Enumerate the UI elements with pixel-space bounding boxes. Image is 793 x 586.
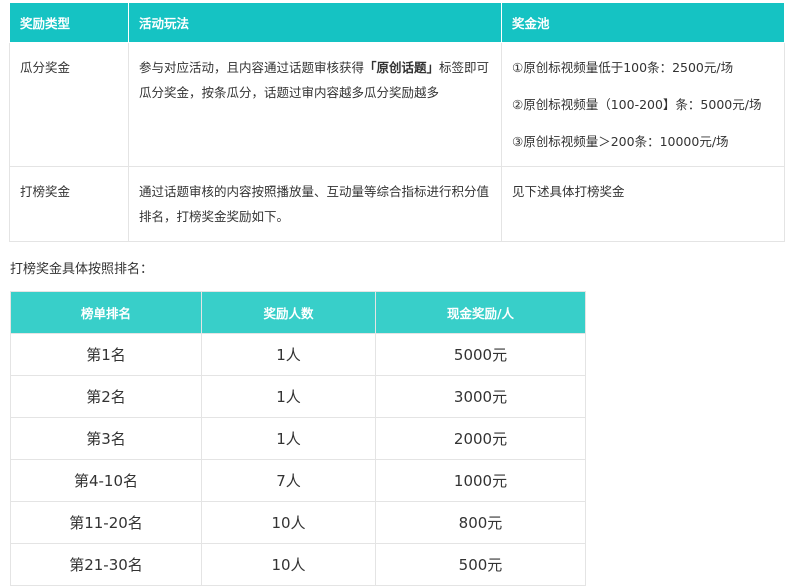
cash-reward: 5000元 <box>375 333 586 376</box>
table-header-row: 榜单排名 奖励人数 现金奖励/人 <box>10 291 586 334</box>
reward-type-table: 奖励类型 活动玩法 奖金池 瓜分奖金 参与对应活动，且内容通过话题审核获得「原创… <box>9 2 785 242</box>
winners: 1人 <box>201 417 376 460</box>
table-row: 第3名 1人 2000元 <box>10 417 586 460</box>
reward-rule: 通过话题审核的内容按照播放量、互动量等综合指标进行积分值排名，打榜奖金奖励如下。 <box>128 166 502 242</box>
ranking-table: 榜单排名 奖励人数 现金奖励/人 第1名 1人 5000元 第2名 1人 3000元 第3名… <box>10 291 586 586</box>
rank: 第11-20名 <box>10 501 202 544</box>
table-row: 打榜奖金 通过话题审核的内容按照播放量、互动量等综合指标进行积分值排名，打榜奖金… <box>9 166 785 242</box>
reward-pool: ①原创标视频量低于100条：2500元/场 ②原创标视频量（100-200】条：… <box>501 42 785 167</box>
ranking-label: 打榜奖金具体按照排名： <box>10 262 154 277</box>
rank: 第4-10名 <box>10 459 202 502</box>
pool-tier: ②原创标视频量（100-200】条：5000元/场 <box>512 97 762 112</box>
header-cell: 榜单排名 <box>10 291 202 334</box>
reward-type: 瓜分奖金 <box>9 42 129 167</box>
rank: 第3名 <box>10 417 202 460</box>
pool-tier: ①原创标视频量低于100条：2500元/场 <box>512 60 734 75</box>
rule-text: 参与对应活动，且内容通过话题审核获得 <box>139 60 365 75</box>
rank: 第21-30名 <box>10 543 202 586</box>
header-cell: 活动玩法 <box>128 2 502 43</box>
reward-pool: 见下述具体打榜奖金 <box>501 166 785 242</box>
table-row: 瓜分奖金 参与对应活动，且内容通过话题审核获得「原创话题」标签即可瓜分奖金，按条… <box>9 42 785 167</box>
table-row: 第1名 1人 5000元 <box>10 333 586 376</box>
header-cell: 现金奖励/人 <box>375 291 586 334</box>
winners: 7人 <box>201 459 376 502</box>
table-row: 第4-10名 7人 1000元 <box>10 459 586 502</box>
header-cell: 奖金池 <box>501 2 785 43</box>
winners: 1人 <box>201 375 376 418</box>
header-cell: 奖励类型 <box>9 2 129 43</box>
cash-reward: 500元 <box>375 543 586 586</box>
header-cell: 奖励人数 <box>201 291 376 334</box>
cash-reward: 800元 <box>375 501 586 544</box>
cash-reward: 1000元 <box>375 459 586 502</box>
rule-text: 标签即可瓜分奖金，按条瓜分，话题过审内容越多瓜分奖励越多 <box>139 60 490 100</box>
rule-tag: 「原创话题」 <box>364 60 440 75</box>
cash-reward: 3000元 <box>375 375 586 418</box>
winners: 1人 <box>201 333 376 376</box>
winners: 10人 <box>201 501 376 544</box>
reward-type: 打榜奖金 <box>9 166 129 242</box>
reward-rule: 参与对应活动，且内容通过话题审核获得「原创话题」标签即可瓜分奖金，按条瓜分，话题… <box>128 42 502 167</box>
pool-tier: ③原创标视频量＞200条：10000元/场 <box>512 134 729 149</box>
rank: 第1名 <box>10 333 202 376</box>
table-row: 第21-30名 10人 500元 <box>10 543 586 586</box>
table-row: 第11-20名 10人 800元 <box>10 501 586 544</box>
winners: 10人 <box>201 543 376 586</box>
table-header-row: 奖励类型 活动玩法 奖金池 <box>9 2 785 43</box>
rank: 第2名 <box>10 375 202 418</box>
table-row: 第2名 1人 3000元 <box>10 375 586 418</box>
cash-reward: 2000元 <box>375 417 586 460</box>
